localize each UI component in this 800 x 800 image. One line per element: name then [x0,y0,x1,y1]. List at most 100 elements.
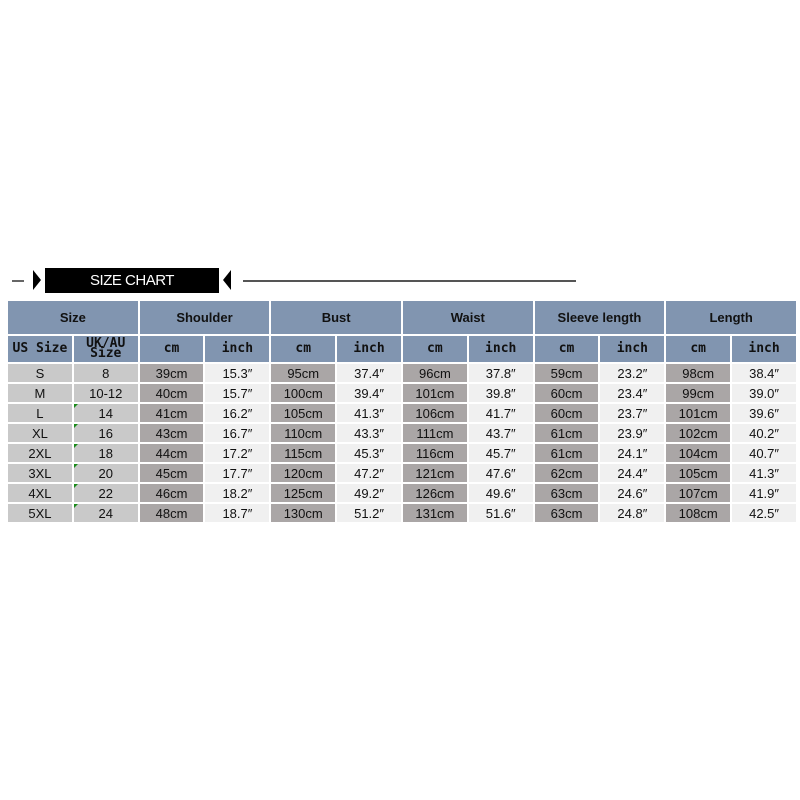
header-waist: Waist [402,301,533,334]
cm-cell: 46cm [139,484,204,502]
inch-cell: 24.8″ [600,504,665,522]
inch-cell: 23.2″ [600,364,665,382]
header-sleeve-length: Sleeve length [534,301,665,334]
inch-cell: 16.7″ [205,424,270,442]
uk-size-value: 14 [98,405,113,421]
inch-cell: 45.7″ [468,444,533,462]
inch-cell: 41.3″ [337,404,401,422]
cm-cell: 108cm [666,504,731,522]
inch-cell: 23.7″ [600,404,665,422]
inch-cell: 24.4″ [600,464,665,482]
cm-cell: 100cm [271,384,336,402]
cm-cell: 60cm [534,404,599,422]
cm-cell: 116cm [402,444,467,462]
cm-cell: 41cm [139,404,204,422]
subheader-cell: US Size [8,336,72,362]
subheader-cell: inch [732,336,796,362]
inch-cell: 43.7″ [468,424,533,442]
inch-cell: 15.7″ [205,384,270,402]
cm-cell: 107cm [666,484,731,502]
table-row: 2XL 18 44cm 17.2″ 115cm 45.3″ 116cm 45.7″ 61cm 24… [8,444,796,462]
header-bust: Bust [271,301,401,334]
inch-cell: 41.7″ [468,404,533,422]
cm-cell: 96cm [402,364,467,382]
cm-cell: 125cm [271,484,336,502]
cm-cell: 98cm [666,364,731,382]
inch-cell: 24.1″ [600,444,665,462]
comment-marker-icon [73,444,78,448]
subheader-cell: cm [534,336,599,362]
inch-cell: 45.3″ [337,444,401,462]
cm-cell: 110cm [271,424,336,442]
size-chart-banner: SIZE CHART [45,268,219,293]
cm-cell: 95cm [271,364,336,382]
inch-cell: 17.2″ [205,444,270,462]
subheader-cell: inch [468,336,533,362]
cm-cell: 121cm [402,464,467,482]
decorative-dash [12,280,24,282]
inch-cell: 49.2″ [337,484,401,502]
banner-right-notch [223,270,231,290]
cm-cell: 130cm [271,504,336,522]
us-size-cell: 4XL [8,484,72,502]
uk-size-value: 24 [98,505,113,521]
inch-cell: 17.7″ [205,464,270,482]
uk-size-cell: 10-12 [73,384,138,402]
uk-size-value: 22 [98,485,113,501]
inch-cell: 37.4″ [337,364,401,382]
subheader-row: US Size UK/AU Size cm inch cm inch cm inch cm inc… [8,336,796,362]
subheader-cell: UK/AU Size [73,336,138,362]
cm-cell: 43cm [139,424,204,442]
cm-cell: 102cm [666,424,731,442]
table-row: 4XL 22 46cm 18.2″ 125cm 49.2″ 126cm 49.6″ 63cm 24… [8,484,796,502]
inch-cell: 39.8″ [468,384,533,402]
inch-cell: 24.6″ [600,484,665,502]
table-row: M 10-12 40cm 15.7″ 100cm 39.4″ 101cm 39.8″ 60cm 2… [8,384,796,402]
inch-cell: 47.6″ [468,464,533,482]
inch-cell: 41.3″ [732,464,796,482]
table-row: XL 16 43cm 16.7″ 110cm 43.3″ 111cm 43.7″ 61cm 23.… [8,424,796,442]
uk-size-value: 20 [98,465,113,481]
subheader-cell: cm [402,336,467,362]
divider-line [243,280,576,282]
subheader-cell: cm [666,336,731,362]
cm-cell: 61cm [534,424,599,442]
comment-marker-icon [73,464,78,468]
inch-cell: 39.0″ [732,384,796,402]
us-size-cell: 3XL [8,464,72,482]
inch-cell: 40.7″ [732,444,796,462]
comment-marker-icon [73,504,78,508]
inch-cell: 38.4″ [732,364,796,382]
inch-cell: 49.6″ [468,484,533,502]
table-row: S 8 39cm 15.3″ 95cm 37.4″ 96cm 37.8″ 59cm 23.2″ 98… [8,364,796,382]
header-size: Size [8,301,138,334]
cm-cell: 106cm [402,404,467,422]
subheader-cell: inch [205,336,270,362]
uk-size-cell: 24 [73,504,138,522]
uk-size-cell: 16 [73,424,138,442]
inch-cell: 51.6″ [468,504,533,522]
inch-cell: 18.2″ [205,484,270,502]
cm-cell: 131cm [402,504,467,522]
cm-cell: 101cm [402,384,467,402]
inch-cell: 41.9″ [732,484,796,502]
uk-size-cell: 18 [73,444,138,462]
inch-cell: 51.2″ [337,504,401,522]
comment-marker-icon [73,404,78,408]
inch-cell: 47.2″ [337,464,401,482]
cm-cell: 44cm [139,444,204,462]
us-size-cell: S [8,364,72,382]
size-chart-table: Size Shoulder Bust Waist Sleeve length L… [6,299,798,524]
inch-cell: 16.2″ [205,404,270,422]
cm-cell: 104cm [666,444,731,462]
cm-cell: 59cm [534,364,599,382]
cm-cell: 111cm [402,424,467,442]
inch-cell: 23.4″ [600,384,665,402]
inch-cell: 39.4″ [337,384,401,402]
us-size-cell: 2XL [8,444,72,462]
us-size-cell: XL [8,424,72,442]
cm-cell: 63cm [534,504,599,522]
table-row: 3XL 20 45cm 17.7″ 120cm 47.2″ 121cm 47.6″ 62cm 24… [8,464,796,482]
inch-cell: 18.7″ [205,504,270,522]
cm-cell: 101cm [666,404,731,422]
